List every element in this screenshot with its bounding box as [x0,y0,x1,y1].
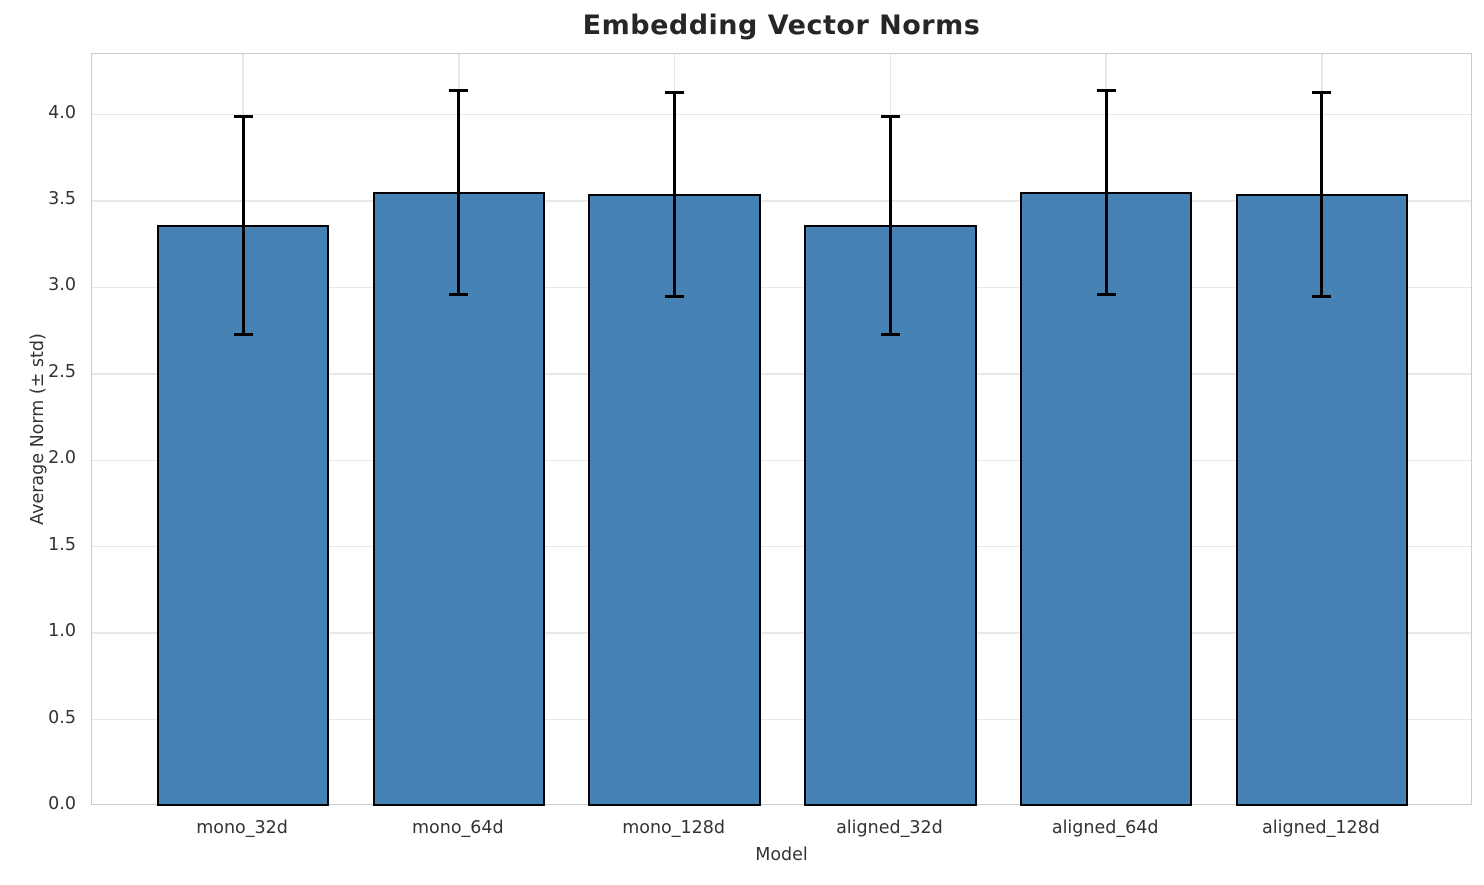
x-tick-label: aligned_32d [836,818,943,838]
error-bar-line [241,116,245,335]
error-bar-cap-bottom [449,292,469,296]
error-bar-cap-top [233,114,253,118]
y-tick-label: 2.5 [48,361,76,382]
gridline-horizontal [92,373,1471,375]
gridline-horizontal [92,286,1471,289]
y-tick-label: 0.5 [48,707,76,728]
error-bar-line [1320,92,1324,297]
gridline-horizontal [92,632,1471,634]
x-tick-label: mono_64d [411,818,504,838]
error-bar-cap-top [449,88,469,92]
y-tick-label: 3.5 [48,188,76,209]
error-bar-cap-bottom [1312,294,1332,298]
error-bar-cap-bottom [880,332,900,336]
y-tick-label: 4.0 [48,102,76,123]
plot-area [91,53,1472,806]
chart-title: Embedding Vector Norms [582,10,981,41]
error-bar-cap-bottom [1096,292,1116,296]
y-tick-label: 3.0 [48,275,76,296]
x-tick-label: aligned_64d [1051,818,1159,838]
error-bar-cap-bottom [233,332,253,336]
x-tick-label: mono_128d [622,818,726,838]
error-bar-line [1104,90,1108,295]
y-axis-label: Average Norm (± std) [28,333,48,525]
x-axis-label: Model [755,845,808,865]
y-tick-label: 2.0 [48,448,76,469]
y-tick-label: 1.5 [48,534,76,555]
error-bar-line [888,116,892,335]
error-bar-cap-top [880,114,900,118]
error-bar-cap-top [1096,88,1116,92]
error-bar-cap-top [1312,90,1332,94]
error-bar-cap-bottom [665,294,685,298]
error-bar-cap-top [665,90,685,94]
error-bar-line [673,92,677,297]
error-bar-line [457,90,461,295]
gridline-horizontal [92,545,1471,548]
gridline-horizontal [92,718,1471,721]
gridline-horizontal [92,113,1471,116]
y-tick-label: 1.0 [48,621,76,642]
x-tick-label: aligned_128d [1262,818,1380,838]
x-tick-label: mono_32d [196,818,288,838]
y-tick-label: 0.0 [48,794,76,814]
gridline-horizontal [92,459,1471,461]
gridline-horizontal [92,200,1471,202]
